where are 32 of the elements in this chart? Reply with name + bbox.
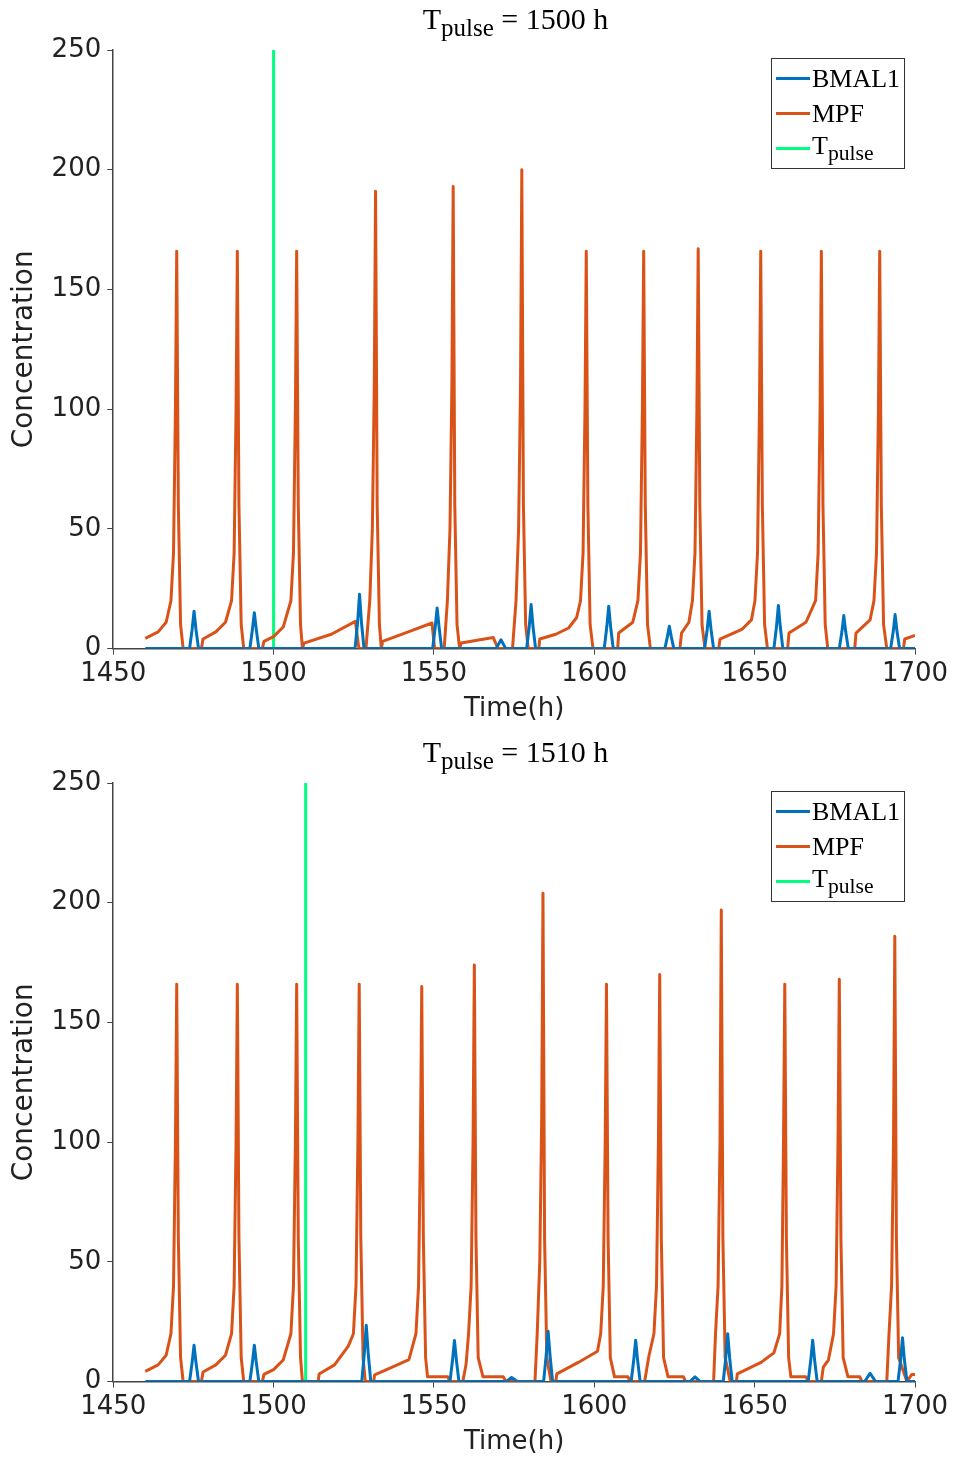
y-tick-label: 200 xyxy=(51,152,102,183)
x-tick-label: 1500 xyxy=(240,656,307,687)
y-tick-label: 150 xyxy=(51,272,102,303)
legend-label: MPF xyxy=(812,831,865,862)
legend-label: BMAL1 xyxy=(812,796,901,827)
x-axis-title: Time(h) xyxy=(462,692,565,723)
x-tick-label: 1600 xyxy=(561,1389,628,1420)
y-tick-label: 100 xyxy=(51,1124,102,1155)
legend-label: MPF xyxy=(812,98,865,129)
y-tick-label: 200 xyxy=(51,885,102,916)
y-tick-label: 250 xyxy=(51,32,102,63)
legend-label: T$_{pulse}$ xyxy=(812,863,874,900)
y-tick-label: 50 xyxy=(68,511,102,542)
x-tick-label: 1500 xyxy=(240,1389,307,1420)
y-tick-label: 50 xyxy=(68,1244,102,1275)
x-tick-label: 1600 xyxy=(561,656,628,687)
y-tick-label: 250 xyxy=(51,765,102,796)
y-axis-title: Concentration xyxy=(6,250,40,449)
y-tick-label: 100 xyxy=(51,391,102,422)
y-tick-label: 150 xyxy=(51,1005,102,1036)
legend-label: T$_{pulse}$ xyxy=(812,130,874,167)
x-tick-label: 1700 xyxy=(881,656,949,687)
chart-title: T$_{pulse}$ = 1500 h xyxy=(421,2,610,42)
x-tick-label: 1550 xyxy=(400,1389,468,1420)
x-tick-label: 1650 xyxy=(721,656,788,687)
x-tick-label: 1550 xyxy=(400,656,468,687)
legend-label: BMAL1 xyxy=(812,63,901,94)
y-axis-title: Concentration xyxy=(6,983,40,1182)
x-axis-title: Time(h) xyxy=(462,1425,565,1456)
x-tick-label: 1700 xyxy=(881,1389,949,1420)
chart-title: T$_{pulse}$ = 1510 h xyxy=(421,735,610,775)
x-tick-label: 1650 xyxy=(721,1389,788,1420)
